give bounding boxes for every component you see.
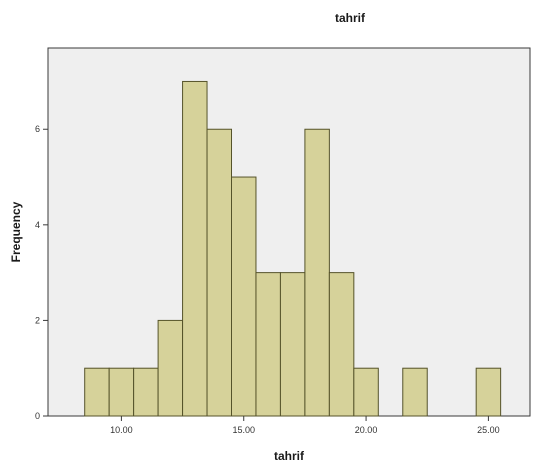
histogram-bar (402, 367, 428, 417)
histogram-bar (475, 367, 502, 417)
chart-title: tahrif (335, 11, 366, 25)
histogram-bar (353, 367, 379, 417)
x-tick-label: 25.00 (477, 425, 500, 435)
histogram-bar (304, 128, 330, 417)
y-tick-label: 2 (35, 315, 40, 325)
x-tick-label: 15.00 (232, 425, 255, 435)
histogram-bar (255, 272, 281, 417)
histogram-bar (133, 367, 159, 417)
x-axis-label: tahrif (274, 449, 305, 463)
histogram-bar (206, 128, 233, 417)
histogram-bar (182, 80, 208, 417)
histogram-bar (231, 176, 257, 417)
histogram-bar (108, 367, 135, 417)
histogram-bar (279, 272, 306, 417)
y-axis-label: Frequency (9, 201, 23, 262)
bars-group (84, 80, 502, 417)
x-tick-label: 10.00 (110, 425, 133, 435)
x-axis-ticks: 10.00 15.00 20.00 25.00 (110, 416, 500, 435)
histogram-bar (328, 272, 355, 417)
histogram-bar (157, 319, 184, 417)
x-tick-label: 20.00 (355, 425, 378, 435)
histogram-bar (84, 367, 110, 417)
y-tick-label: 6 (35, 124, 40, 134)
y-axis-ticks: 0 2 4 6 (35, 124, 48, 421)
y-tick-label: 0 (35, 411, 40, 421)
y-tick-label: 4 (35, 220, 40, 230)
